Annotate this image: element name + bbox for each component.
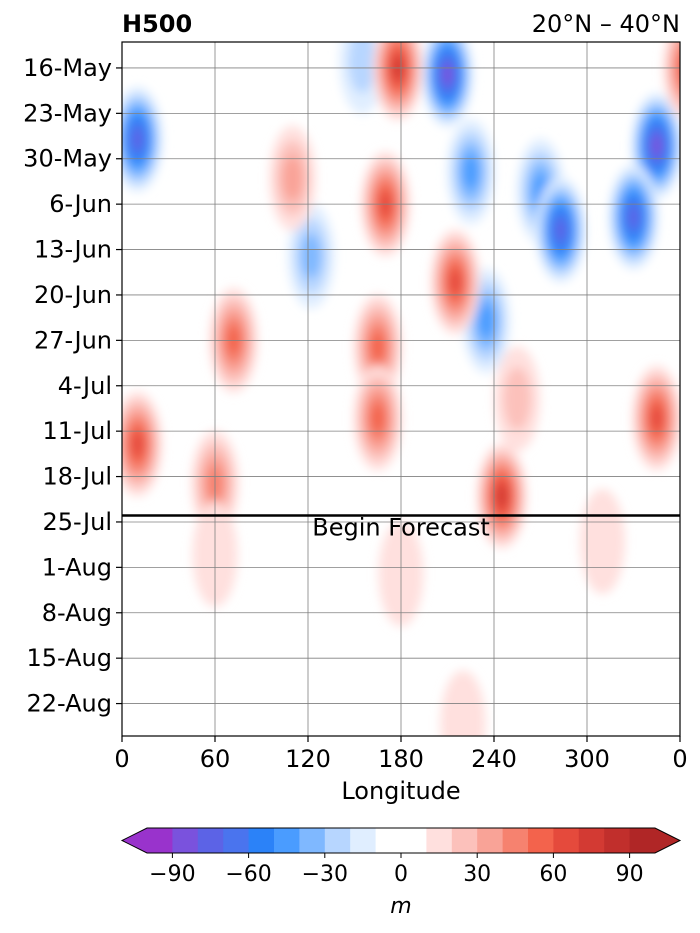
anomaly-contour [442,65,453,84]
y-tick-label: 20-Jun [34,281,112,309]
colorbar-tick-label: 30 [463,862,491,887]
colorbar-tick-label: −90 [149,862,195,887]
y-tick-label: 18-Jul [43,463,113,491]
anomaly-contour [503,367,531,431]
colorbar-tick-label: −30 [302,862,348,887]
region-label: 20°N – 40°N [532,10,680,38]
y-tick-label: 6-Jun [49,190,112,218]
anomaly-contour [555,219,566,241]
x-axis-label: Longitude [341,777,460,805]
anomaly-contour [301,233,322,279]
anomaly-contour [371,403,385,433]
colorbar-swatch [477,828,504,853]
colorbar-swatch [324,828,351,853]
anomaly-contour [348,42,376,93]
colorbar-swatch [274,828,300,853]
y-tick-label: 27-Jun [34,326,112,354]
colorbar-swatch [248,828,275,853]
colorbar: −90 −60 −30 0 30 60 90 [120,827,682,887]
colorbar-swatch [502,828,529,853]
anomaly-contour [628,206,639,228]
colorbar-swatch [426,828,453,853]
colorbar-swatch [375,828,427,853]
y-tick-label: 13-Jun [34,236,112,264]
colorbar-swatch [629,828,656,853]
anomaly-contour [478,303,495,339]
colorbar-swatch [578,828,605,853]
x-tick-label: 180 [378,745,424,773]
y-tick-label: 8-Aug [42,599,112,627]
x-axis-ticks: 0 60 120 180 240 300 0 [114,736,688,773]
colorbar-swatch [223,828,250,853]
colorbar-tick-label: 0 [394,862,408,887]
anomaly-contour [131,432,144,457]
chart-title: H500 [122,10,192,38]
colorbar-swatch [350,828,377,853]
colorbar-extend-low [122,828,147,853]
y-tick-label: 16-May [23,54,112,82]
y-axis-ticks: 16-May 23-May 30-May 6-Jun 13-Jun 20-Jun 27-Ju… [23,54,122,718]
colorbar-swatch [553,828,580,853]
colorbar-outline [120,827,682,854]
anomaly-contour [651,406,663,431]
y-tick-label: 1-Aug [42,553,112,581]
y-tick-label: 25-Jul [43,508,113,536]
y-tick-label: 30-May [23,145,112,173]
colorbar-swatch [172,828,199,853]
colorbar-swatch [451,828,478,853]
x-tick-label: 60 [200,745,231,773]
colorbar-tick-label: 60 [539,862,567,887]
colorbar-swatch [299,828,326,853]
anomaly-contour [132,128,143,150]
colorbar-tick-label: 90 [616,862,644,887]
anomaly-contour [682,56,693,80]
y-tick-label: 23-May [23,99,112,127]
colorbar-swatch [604,828,631,853]
colorbar-tick-label: −60 [225,862,271,887]
forecast-label: Begin Forecast [312,513,490,541]
x-tick-label: 300 [564,745,610,773]
anomaly-contour [678,56,680,80]
y-tick-label: 11-Jul [43,417,113,445]
anomaly-contour [496,485,507,507]
colorbar-swatch [197,828,224,853]
anomaly-contour [449,269,461,295]
colorbar-swatch [147,828,173,853]
x-tick-label: 0 [114,745,129,773]
anomaly-contour [652,136,662,156]
x-tick-label: 0 [672,745,687,773]
y-tick-label: 22-Aug [26,690,112,718]
anomaly-contour [282,155,303,201]
anomaly-contour [462,154,479,190]
colorbar-extend-high [655,828,680,853]
colorbar-label: m [390,894,411,919]
y-tick-label: 15-Aug [26,644,112,672]
anomaly-contour [371,332,385,362]
y-tick-label: 4-Jul [58,372,112,400]
x-tick-label: 240 [471,745,517,773]
x-tick-label: 120 [285,745,331,773]
colorbar-swatch [528,828,554,853]
